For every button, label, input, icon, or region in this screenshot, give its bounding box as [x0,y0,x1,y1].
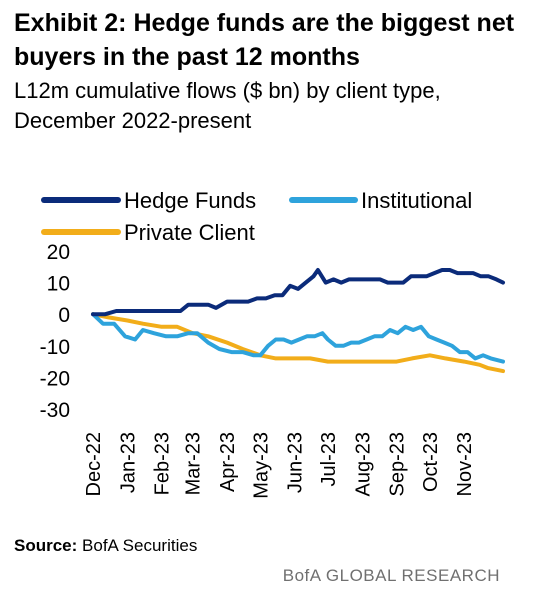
y-tick-label: -30 [40,399,70,422]
x-tick-label: Mar-23 [183,432,205,495]
series-line-hedge-funds [91,268,505,317]
chart-subtitle: L12m cumulative flows ($ bn) by client t… [14,78,441,133]
legend-label-hedge-funds: Hedge Funds [124,188,256,213]
x-tick-label: Jul-23 [318,432,340,486]
x-tick-label: Dec-22 [83,432,105,496]
x-tick-label: Oct-23 [420,432,442,492]
x-tick-label: May-23 [250,432,272,499]
y-tick-label: -10 [40,336,70,359]
x-axis: Dec-22 Jan-23 Feb-23 Mar-23 Apr-23 May-23 Jun-… [83,432,476,499]
y-tick-label: 10 [47,273,70,296]
x-tick-label: Jun-23 [285,432,307,493]
line-chart: Hedge Funds Institutional Private Client 2… [40,188,505,499]
y-tick-label: -20 [40,367,70,390]
y-tick-label: 20 [47,241,70,264]
y-axis: 20 10 0 -10 -20 -30 [40,241,70,422]
x-tick-label: Aug-23 [352,432,374,497]
series-lines [91,268,505,374]
brand-footer: BofA GLOBAL RESEARCH [282,566,500,585]
x-tick-label: Nov-23 [454,432,476,496]
x-tick-label: Apr-23 [217,432,239,492]
series-line-institutional [91,312,505,364]
chart-title: Exhibit 2: Hedge funds are the biggest n… [14,9,515,71]
legend: Hedge Funds Institutional Private Client [41,188,472,245]
x-tick-label: Sep-23 [387,432,409,497]
x-tick-label: Jan-23 [117,432,139,493]
source-note: Source: BofA Securities [14,536,197,556]
legend-label-private-client: Private Client [124,220,255,245]
series-line-private-client [91,312,505,374]
y-tick-label: 0 [58,304,70,327]
source-text: BofA Securities [82,536,198,555]
legend-label-institutional: Institutional [361,188,472,213]
x-tick-label: Feb-23 [152,432,174,495]
source-label: Source: [14,536,78,555]
